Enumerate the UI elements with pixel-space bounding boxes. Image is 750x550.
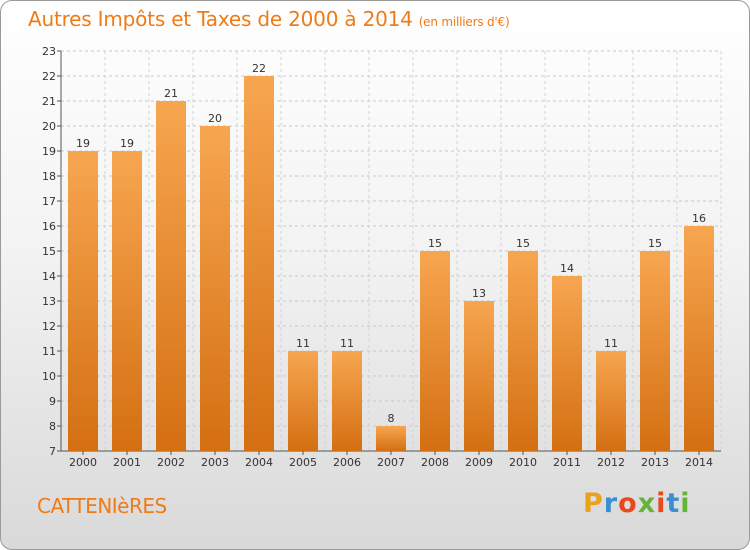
- x-tick-label: 2001: [113, 456, 141, 469]
- y-tick-label: 23: [42, 45, 56, 58]
- y-tick-label: 7: [49, 445, 56, 458]
- x-tick-label: 2012: [597, 456, 625, 469]
- x-tick-label: 2004: [245, 456, 273, 469]
- x-tick-label: 2003: [201, 456, 229, 469]
- x-tick-label: 2011: [553, 456, 581, 469]
- y-tick-label: 14: [42, 270, 56, 283]
- y-tick-label: 13: [42, 295, 56, 308]
- bar: [244, 76, 274, 451]
- brand-logo: Proxiti: [583, 488, 691, 519]
- x-tick-label: 2010: [509, 456, 537, 469]
- brand-letter: i: [656, 488, 667, 519]
- brand-letter: o: [618, 488, 638, 519]
- x-tick-label: 2007: [377, 456, 405, 469]
- value-label: 14: [560, 262, 574, 275]
- y-tick-label: 18: [42, 170, 56, 183]
- y-tick-label: 20: [42, 120, 56, 133]
- x-tick-label: 2005: [289, 456, 317, 469]
- value-label: 21: [164, 87, 178, 100]
- brand-letter: i: [680, 488, 691, 519]
- bar: [420, 251, 450, 451]
- y-tick-label: 15: [42, 245, 56, 258]
- value-label: 15: [516, 237, 530, 250]
- brand-letter: t: [666, 488, 681, 519]
- bar: [640, 251, 670, 451]
- place-name: CATTENIèRES: [37, 494, 167, 518]
- x-tick-label: 2008: [421, 456, 449, 469]
- x-tick-label: 2000: [69, 456, 97, 469]
- brand-letter: P: [583, 488, 604, 519]
- y-tick-label: 11: [42, 345, 56, 358]
- value-label: 11: [340, 337, 354, 350]
- bar: [332, 351, 362, 451]
- value-label: 19: [76, 137, 90, 150]
- bar: [596, 351, 626, 451]
- value-label: 16: [692, 212, 706, 225]
- y-tick-label: 16: [42, 220, 56, 233]
- value-label: 15: [648, 237, 662, 250]
- brand-letter: x: [637, 488, 657, 519]
- value-label: 20: [208, 112, 222, 125]
- value-label: 11: [604, 337, 618, 350]
- value-label: 15: [428, 237, 442, 250]
- bar: [68, 151, 98, 451]
- bar: [156, 101, 186, 451]
- bar: [112, 151, 142, 451]
- brand-letter: r: [603, 488, 619, 519]
- value-label: 8: [388, 412, 395, 425]
- chart-title-text: Autres Impôts et Taxes de 2000 à 2014: [28, 7, 413, 31]
- y-tick-label: 12: [42, 320, 56, 333]
- bar: [508, 251, 538, 451]
- x-tick-label: 2014: [685, 456, 713, 469]
- bar: [684, 226, 714, 451]
- y-tick-label: 22: [42, 70, 56, 83]
- x-tick-label: 2013: [641, 456, 669, 469]
- value-label: 19: [120, 137, 134, 150]
- labels: 7 8 9 10 11 12 13 14 15 16 17 18 19 20 21 22 23 19 2000 19 2…: [42, 45, 713, 469]
- y-tick-label: 10: [42, 370, 56, 383]
- chart-title: Autres Impôts et Taxes de 2000 à 2014 (en…: [28, 7, 510, 31]
- bar: [464, 301, 494, 451]
- bars: [68, 76, 714, 451]
- y-tick-label: 8: [49, 420, 56, 433]
- bar: [552, 276, 582, 451]
- bar: [376, 426, 406, 451]
- y-tick-label: 21: [42, 95, 56, 108]
- value-label: 22: [252, 62, 266, 75]
- chart-subtitle: (en milliers d'€): [418, 15, 510, 29]
- y-tick-label: 9: [49, 395, 56, 408]
- value-label: 11: [296, 337, 310, 350]
- y-tick-label: 17: [42, 195, 56, 208]
- bar: [288, 351, 318, 451]
- x-tick-label: 2009: [465, 456, 493, 469]
- value-label: 13: [472, 287, 486, 300]
- x-tick-label: 2006: [333, 456, 361, 469]
- bar: [200, 126, 230, 451]
- x-tick-label: 2002: [157, 456, 185, 469]
- y-tick-label: 19: [42, 145, 56, 158]
